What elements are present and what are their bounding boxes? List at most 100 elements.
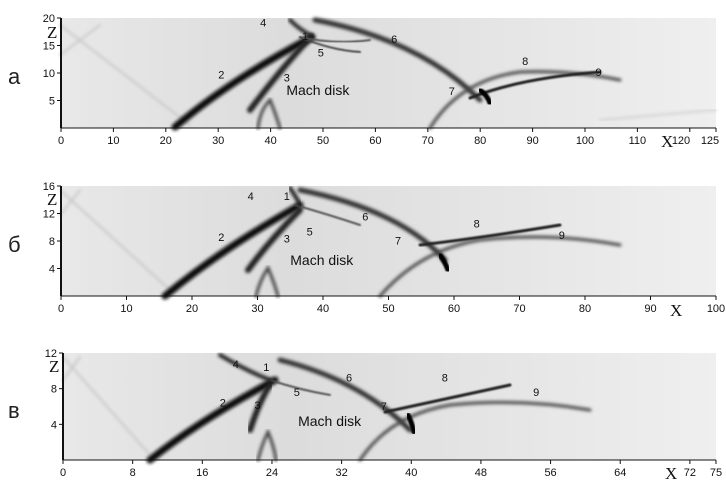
annotations: 1 2 3 4 5 6 7 8 9 Mach disk	[218, 17, 601, 98]
x-tick-label: 80	[474, 135, 486, 147]
x-tick-label: 72	[684, 467, 696, 479]
x-axis: 0 10 20 30 40 50 60 70 80 90 100 X	[58, 295, 725, 320]
z-tick-label: 12	[43, 209, 55, 221]
region-label: 4	[248, 191, 254, 203]
region-label: 8	[522, 56, 528, 68]
region-label: 4	[233, 359, 239, 371]
region-label: 6	[391, 34, 397, 46]
panel-label: а	[8, 64, 21, 89]
panel-label: б	[8, 232, 21, 257]
x-axis: 0 10 20 30 40 50 60 70 80 90 100 110 120 125 X	[58, 127, 719, 151]
x-tick-label: 20	[186, 303, 198, 315]
x-tick-label: 100	[707, 303, 725, 315]
region-label: 9	[533, 387, 539, 399]
z-tick-label: 20	[43, 13, 55, 25]
z-axis: 4 8 12 16 Z	[43, 181, 62, 296]
x-tick-label: 50	[382, 303, 394, 315]
z-tick-label: 8	[51, 384, 57, 396]
flow-field	[63, 353, 716, 460]
region-label: 8	[474, 218, 480, 230]
flow-field	[61, 186, 716, 296]
x-tick-label: 0	[58, 135, 64, 147]
x-axis-name: X	[665, 464, 677, 483]
region-label: 5	[294, 387, 300, 399]
shock-structures	[59, 186, 622, 300]
region-label: 7	[395, 235, 401, 247]
region-label: 3	[284, 72, 290, 84]
x-tick-label: 100	[576, 135, 594, 147]
x-tick-label: 70	[513, 303, 525, 315]
z-tick-label: 12	[45, 348, 57, 360]
region-label: 4	[260, 17, 266, 29]
x-tick-label: 0	[60, 467, 66, 479]
x-tick-label: 50	[317, 135, 329, 147]
region-label: 1	[263, 362, 269, 374]
x-tick-label: 110	[629, 135, 647, 147]
x-tick-label: 64	[614, 467, 626, 479]
x-tick-label: 20	[160, 135, 172, 147]
x-tick-label: 48	[475, 467, 487, 479]
z-axis-name: Z	[47, 190, 57, 209]
region-label: 6	[346, 373, 352, 385]
region-label: 3	[284, 233, 290, 245]
x-tick-label: 16	[196, 467, 208, 479]
x-axis-name: X	[661, 132, 673, 151]
x-tick-label: 40	[264, 135, 276, 147]
z-axis-name: Z	[47, 23, 57, 42]
x-tick-label: 30	[212, 135, 224, 147]
panel-label: в	[8, 398, 20, 423]
region-label: 5	[318, 48, 324, 60]
region-label: 8	[442, 373, 448, 385]
region-label: 2	[220, 398, 226, 410]
x-tick-label: 70	[422, 135, 434, 147]
z-tick-label: 4	[49, 264, 55, 276]
z-tick-label: 15	[43, 41, 55, 53]
flow-field	[61, 18, 716, 128]
mach-disk-label: Mach disk	[298, 413, 362, 429]
x-tick-label: 125	[701, 135, 719, 147]
shock-structures	[59, 17, 717, 131]
annotations: 1 2 3 4 5 6 7 8 9 Mach disk	[220, 359, 540, 429]
z-tick-label: 4	[51, 419, 57, 431]
x-tick-label: 60	[369, 135, 381, 147]
x-tick-label: 10	[107, 135, 119, 147]
z-axis: 4 8 12 Z	[45, 348, 64, 460]
x-tick-label: 80	[579, 303, 591, 315]
region-label: 9	[559, 230, 565, 242]
region-label: 3	[255, 400, 261, 412]
annotations: 1 2 3 4 5 6 7 8 9 Mach disk	[218, 191, 565, 268]
shock-structures	[62, 353, 592, 464]
region-label: 2	[218, 232, 224, 244]
x-tick-label: 0	[58, 303, 64, 315]
z-tick-label: 16	[43, 181, 55, 193]
region-label: 7	[381, 401, 387, 413]
mach-disk-label: Mach disk	[286, 82, 350, 98]
x-tick-label: 10	[120, 303, 132, 315]
x-tick-label: 120	[672, 135, 690, 147]
region-label: 7	[449, 86, 455, 98]
x-tick-label: 30	[251, 303, 263, 315]
region-label: 1	[284, 191, 290, 203]
region-label: 2	[218, 70, 224, 82]
region-label: 1	[302, 31, 308, 43]
x-axis-name: X	[670, 301, 682, 320]
x-tick-label: 75	[710, 467, 722, 479]
region-label: 6	[362, 211, 368, 223]
x-tick-label: 24	[266, 467, 278, 479]
x-axis: 0 8 16 24 32 40 48 56 64 72 75 X	[60, 459, 722, 483]
z-tick-label: 10	[43, 68, 55, 80]
z-tick-label: 5	[49, 96, 55, 108]
x-tick-label: 56	[544, 467, 556, 479]
x-tick-label: 60	[448, 303, 460, 315]
z-axis: 5 10 15 20 Z	[43, 13, 62, 128]
x-tick-label: 90	[526, 135, 538, 147]
x-tick-label: 40	[405, 467, 417, 479]
x-tick-label: 32	[335, 467, 347, 479]
x-tick-label: 40	[317, 303, 329, 315]
z-axis-name: Z	[49, 357, 59, 376]
x-tick-label: 90	[644, 303, 656, 315]
